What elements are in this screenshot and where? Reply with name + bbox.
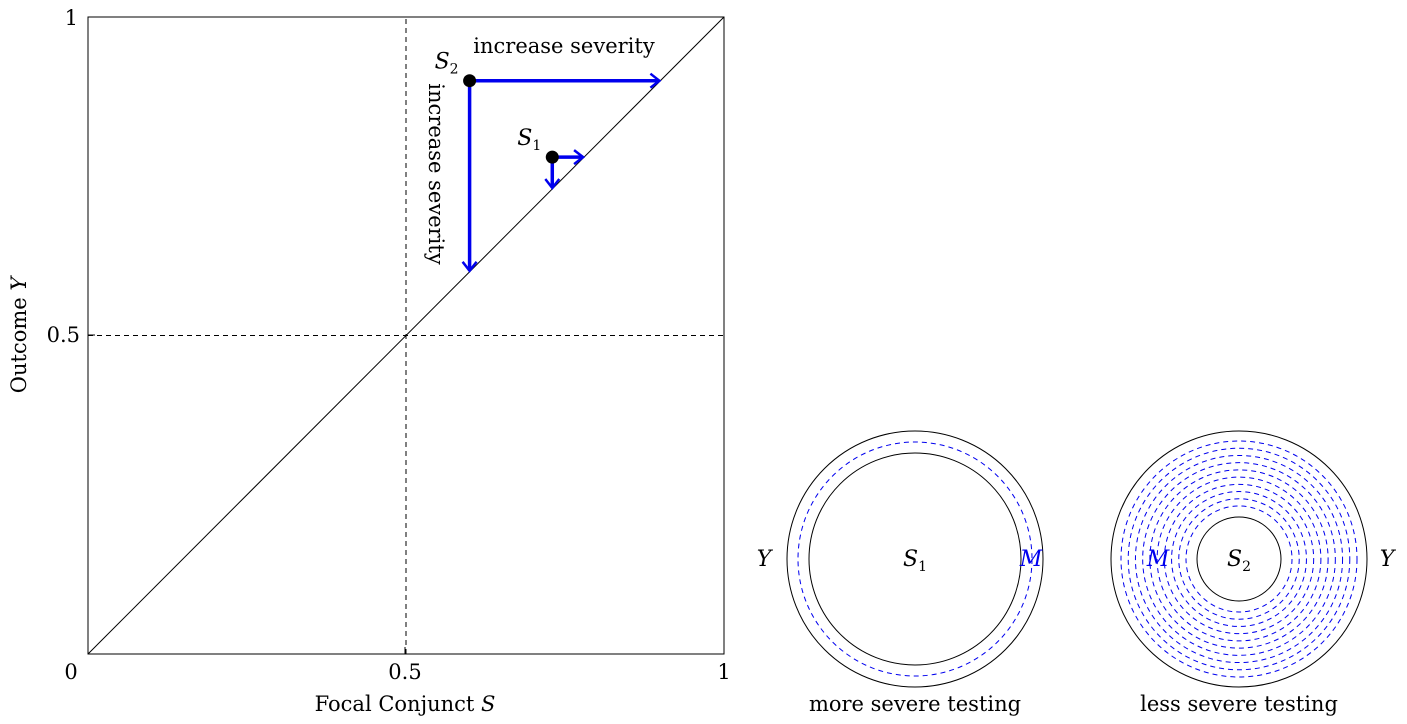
y-axis-label-var: Y <box>7 275 31 291</box>
caption-less-severe: less severe testing <box>1140 692 1338 716</box>
y-tick-label-1: 1 <box>65 6 78 30</box>
label-inner-s2: S2 <box>1227 547 1251 575</box>
x-axis-label-text: Focal Conjunct <box>315 692 481 716</box>
outer-circle-y <box>1110 430 1368 688</box>
x-axis-label-var: S <box>481 692 495 716</box>
label-outer-y: Y <box>757 547 774 572</box>
point-label-sub: 2 <box>450 62 459 78</box>
point-s2 <box>463 74 477 88</box>
caption-more-severe: more severe testing <box>809 692 1021 716</box>
y-axis-label: Outcome Y <box>7 275 31 394</box>
dashed-ring <box>797 441 1033 677</box>
label-model-m: M <box>1146 547 1170 572</box>
dashed-model-rings <box>797 441 1033 677</box>
dashed-ring <box>1149 469 1329 649</box>
inner-circle-s1 <box>808 452 1022 666</box>
dashed-ring <box>1134 454 1344 664</box>
point-label-base: S <box>517 126 532 151</box>
point-label-s2: S2 <box>435 50 459 78</box>
annotation-horizontal: increase severity <box>473 34 655 58</box>
x-axis-label: Focal Conjunct S <box>315 692 496 716</box>
inner-circle-s2 <box>1196 516 1282 602</box>
dashed-ring <box>1163 483 1315 635</box>
annotation-vertical: increase severity <box>424 83 448 265</box>
x-tick-label-0: 0 <box>64 660 77 684</box>
label-inner-s1-base: S <box>903 547 918 572</box>
dashed-model-rings <box>1120 440 1358 678</box>
venn-more-severe: S1 Y M more severe testing <box>757 430 1044 716</box>
outer-circle-y <box>786 430 1044 688</box>
dashed-ring <box>1120 440 1358 678</box>
label-outer-y: Y <box>1380 547 1397 572</box>
dashed-ring <box>1171 491 1307 627</box>
label-model-m: M <box>1019 547 1043 572</box>
dashed-ring <box>1156 476 1322 642</box>
y-tick-label-mid: 0.5 <box>47 323 80 347</box>
label-inner-s1-sub: 1 <box>918 559 927 575</box>
dashed-ring <box>1127 447 1351 671</box>
dashed-ring <box>1178 498 1300 620</box>
point-label-s1: S1 <box>517 126 541 154</box>
point-label-sub: 1 <box>532 138 541 154</box>
dashed-ring <box>1185 505 1293 613</box>
label-inner-s2-sub: 2 <box>1242 559 1251 575</box>
x-tick-label-mid: 0.5 <box>388 660 421 684</box>
point-label-base: S <box>435 50 450 75</box>
dashed-ring <box>1142 462 1336 656</box>
x-tick-label-1: 1 <box>717 660 730 684</box>
venn-less-severe: S2 Y M less severe testing <box>1110 430 1397 716</box>
label-inner-s1: S1 <box>903 547 927 575</box>
point-s1 <box>545 150 559 164</box>
y-axis-label-text: Outcome <box>7 291 31 394</box>
label-inner-s2-base: S <box>1227 547 1242 572</box>
plot: 0 0.5 1 0.5 1 Focal Conjunct S Outcome Y… <box>7 6 731 716</box>
